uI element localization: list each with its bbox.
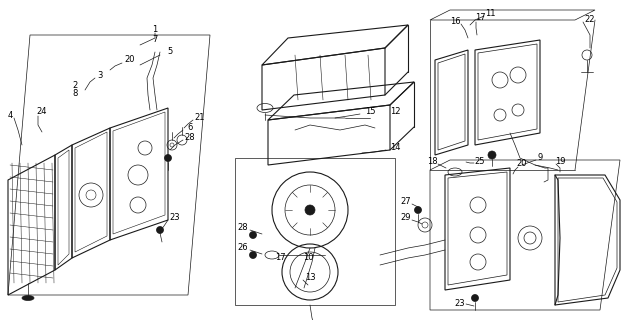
- Text: 16: 16: [450, 18, 460, 27]
- Ellipse shape: [488, 151, 496, 159]
- Text: 22: 22: [585, 15, 595, 25]
- Text: 20: 20: [517, 159, 528, 169]
- Ellipse shape: [249, 252, 256, 259]
- Circle shape: [305, 205, 315, 215]
- Ellipse shape: [249, 231, 256, 238]
- Text: 6: 6: [187, 124, 193, 132]
- Text: 13: 13: [305, 274, 315, 283]
- Text: 7: 7: [153, 36, 158, 44]
- Text: 2: 2: [72, 81, 78, 90]
- Text: 17: 17: [475, 13, 485, 22]
- Ellipse shape: [165, 155, 171, 162]
- Text: 29: 29: [401, 213, 411, 222]
- Text: 12: 12: [390, 108, 400, 116]
- Text: 26: 26: [237, 244, 248, 252]
- Text: 20: 20: [125, 55, 135, 65]
- Text: 18: 18: [426, 157, 437, 166]
- Text: 23: 23: [170, 213, 180, 222]
- Ellipse shape: [414, 206, 421, 213]
- Text: 9: 9: [538, 154, 543, 163]
- Text: 24: 24: [37, 108, 47, 116]
- Text: 17: 17: [274, 253, 285, 262]
- Text: 11: 11: [485, 10, 495, 19]
- Text: 19: 19: [555, 157, 565, 166]
- Ellipse shape: [472, 294, 479, 301]
- Text: 15: 15: [365, 108, 376, 116]
- Text: 10: 10: [303, 253, 313, 262]
- Text: 23: 23: [455, 299, 465, 308]
- Text: 25: 25: [475, 157, 485, 166]
- Text: 3: 3: [97, 70, 103, 79]
- Text: 5: 5: [168, 47, 173, 57]
- Text: 4: 4: [8, 110, 13, 119]
- Text: 8: 8: [72, 90, 78, 99]
- Ellipse shape: [22, 295, 34, 300]
- Text: 27: 27: [401, 197, 411, 206]
- Text: 1: 1: [153, 26, 158, 35]
- Text: 28: 28: [185, 133, 195, 142]
- Text: 14: 14: [390, 143, 400, 153]
- Text: 28: 28: [237, 223, 248, 233]
- Text: 21: 21: [195, 114, 205, 123]
- Ellipse shape: [156, 227, 163, 234]
